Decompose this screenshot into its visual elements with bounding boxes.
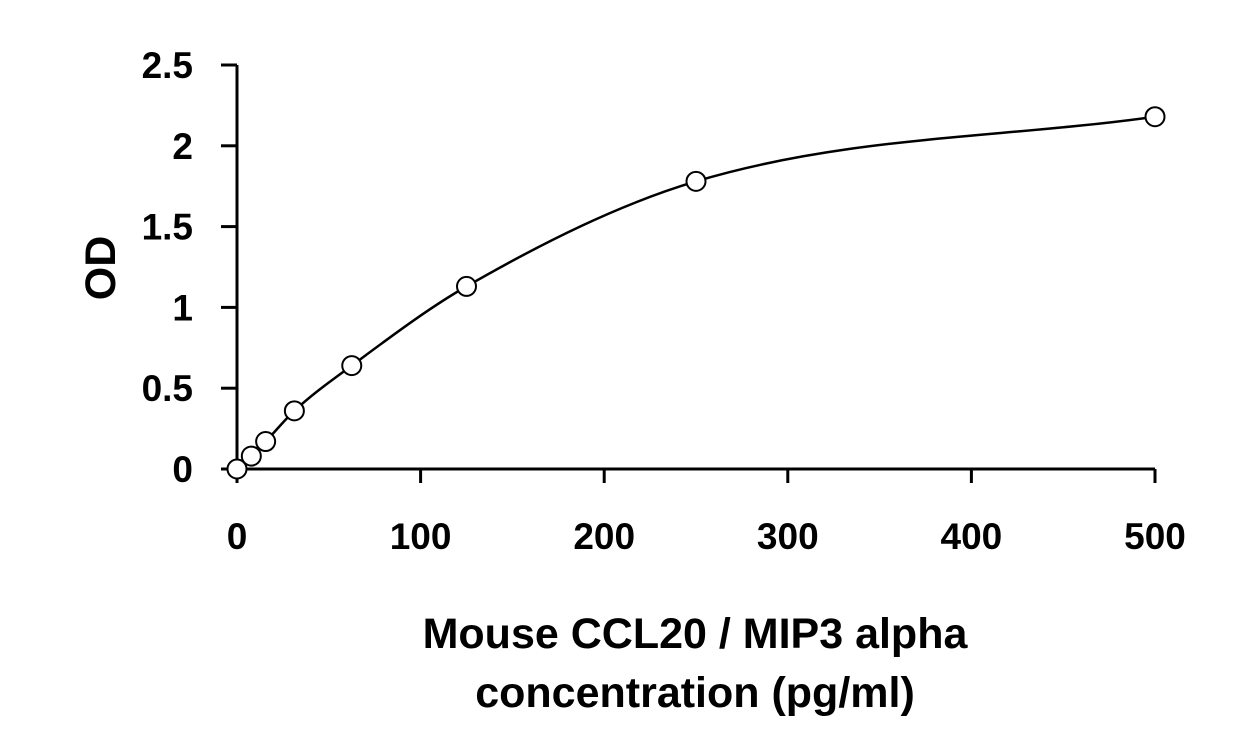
data-point [685,170,707,192]
x-tick-label: 400 [941,516,1003,557]
data-points [226,106,1166,480]
y-tick-label: 0 [172,449,193,490]
x-axis-title-line-2: concentration (pg/ml) [475,669,915,717]
x-tick-label: 500 [1124,516,1186,557]
x-ticks: 0 100 200 300 400 500 [227,469,1186,557]
data-point [255,431,277,453]
x-tick-label: 100 [390,516,452,557]
y-tick-label: 1 [172,287,193,328]
y-tick-label: 2.5 [142,45,193,86]
data-point [226,458,248,480]
x-tick-label: 200 [573,516,635,557]
x-tick-label: 0 [227,516,248,557]
data-point [456,275,477,297]
fit-curve [236,115,1156,470]
data-point [240,445,262,467]
y-axis-title: OD [77,236,125,301]
data-point [1144,106,1166,128]
data-point [283,400,305,422]
axes [235,65,1155,471]
x-tick-label: 300 [757,516,819,557]
x-axis-title-line-1: Mouse CCL20 / MIP3 alpha [423,610,969,658]
y-tick-label: 2 [172,126,193,167]
y-tick-label: 0.5 [142,368,193,409]
y-tick-label: 1.5 [142,207,193,248]
y-ticks: 0 0.5 1 1.5 2 2.5 [142,45,237,490]
data-point [341,355,363,377]
